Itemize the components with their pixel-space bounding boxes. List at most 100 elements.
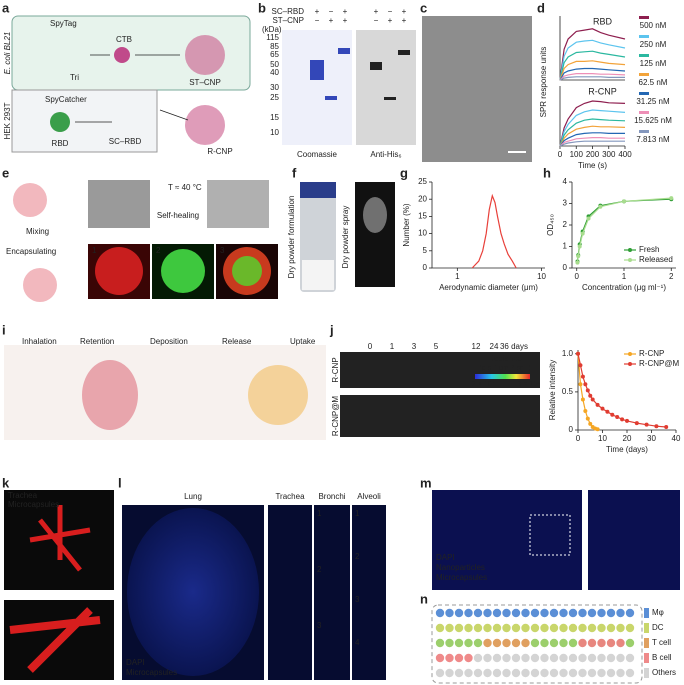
marker-label: 40 <box>270 68 279 77</box>
y-axis-label: OD₄₅₀ <box>546 214 555 236</box>
data-point <box>600 406 605 411</box>
y-tick-label: 0 <box>563 263 568 272</box>
cell-dot <box>454 653 464 663</box>
data-point <box>622 199 626 204</box>
legend-swatch <box>639 130 649 133</box>
cell-type-label: DC <box>652 623 664 632</box>
cell-dot <box>540 608 549 618</box>
label: + <box>388 16 393 25</box>
label: (kDa) <box>262 25 282 34</box>
cell-dot <box>511 653 521 663</box>
cell-dot <box>483 608 492 618</box>
legend-swatch <box>639 92 649 95</box>
legend-swatch <box>639 73 649 76</box>
data-point <box>580 397 585 402</box>
label: Dry powder formulation <box>287 196 296 279</box>
x-axis-label: Time (days) <box>606 445 648 454</box>
x-tick-label: 0 <box>575 272 580 281</box>
y-tick-label: 0 <box>569 425 574 434</box>
inset-number: 1 <box>317 509 322 518</box>
cell-dot <box>454 608 464 618</box>
ctb-icon <box>114 47 130 63</box>
sem-image <box>88 180 150 228</box>
spray-plume <box>363 197 387 233</box>
cell-dot <box>435 623 445 633</box>
label: Bronchi <box>318 492 345 501</box>
cell-dot <box>492 668 502 678</box>
trachea-signal <box>29 505 91 572</box>
timepoint: 5 <box>434 342 439 351</box>
cell-dot <box>530 653 540 663</box>
cell-dot <box>435 668 445 678</box>
cell-dot <box>464 623 473 633</box>
label: RBD <box>52 139 69 148</box>
cell-dot <box>606 638 616 648</box>
lungs <box>82 360 138 430</box>
data-point <box>588 421 593 426</box>
label: Microcapsules <box>126 668 177 677</box>
host-label: E. coli BL21 <box>3 32 12 75</box>
data-point <box>577 244 582 249</box>
inset-number: 4 <box>355 638 360 647</box>
powder <box>302 260 334 290</box>
cell-dot <box>578 653 587 663</box>
cell-dot <box>568 623 578 633</box>
y-tick-label: 0 <box>423 263 428 272</box>
x-axis-label: Aerodynamic diameter (μm) <box>439 283 538 292</box>
cell-dot <box>464 638 473 648</box>
cell-dot <box>578 668 587 678</box>
cell-dot <box>464 653 473 663</box>
cell-dot <box>435 653 445 663</box>
cell-dot <box>454 668 464 678</box>
series-line <box>559 125 626 147</box>
cell-dot <box>445 623 454 633</box>
label: Microcapsules <box>8 500 59 509</box>
marker-label: 85 <box>270 42 279 51</box>
cell-dot <box>616 668 625 678</box>
series-line <box>559 28 626 81</box>
series-line <box>559 132 625 147</box>
label: Microcapsules <box>436 573 487 582</box>
marker-label: 65 <box>270 50 279 59</box>
data-point <box>644 422 649 427</box>
label: DAPI <box>126 658 145 667</box>
legend-marker <box>628 352 632 356</box>
data-point <box>634 421 639 426</box>
y-tick-label: 20 <box>418 194 427 203</box>
label: SpyCatcher <box>45 95 87 104</box>
cell-dot <box>521 623 530 633</box>
cell-type-label: T cell <box>652 638 671 647</box>
data-point <box>595 402 600 407</box>
cell-dot <box>625 653 635 663</box>
inset-number: 3 <box>220 246 225 255</box>
legend-label: 15.625 nM <box>634 116 672 125</box>
y-tick-label: 2 <box>563 220 568 229</box>
timepoint: 3 <box>412 342 417 351</box>
x-tick-label: 300 <box>602 150 616 159</box>
legend-label: Released <box>639 255 673 264</box>
microcapsule <box>13 183 47 217</box>
cell-dot <box>559 608 568 618</box>
label: 2 × 10⁷ <box>472 381 495 388</box>
band <box>310 60 324 80</box>
label: ST–CNP <box>189 78 221 87</box>
cell-dot <box>454 623 464 633</box>
y-tick-label: 3 <box>563 199 568 208</box>
label: Trachea <box>275 492 305 501</box>
cell-dot <box>568 608 578 618</box>
rbd-icon <box>50 112 70 132</box>
cell-dot <box>578 623 587 633</box>
band <box>338 48 350 54</box>
lung-section <box>127 508 259 676</box>
label: Tri <box>70 73 79 82</box>
panel-label: g <box>400 165 408 180</box>
inset-number: 2 <box>317 565 322 574</box>
data-point <box>583 382 588 387</box>
cell-dot <box>473 668 483 678</box>
trachea-section <box>268 505 312 680</box>
timepoint: 12 <box>472 342 481 351</box>
inset-number: 1 <box>92 246 97 255</box>
marker-label: 30 <box>270 83 279 92</box>
data-point <box>583 408 588 413</box>
panel-label: a <box>2 0 10 15</box>
